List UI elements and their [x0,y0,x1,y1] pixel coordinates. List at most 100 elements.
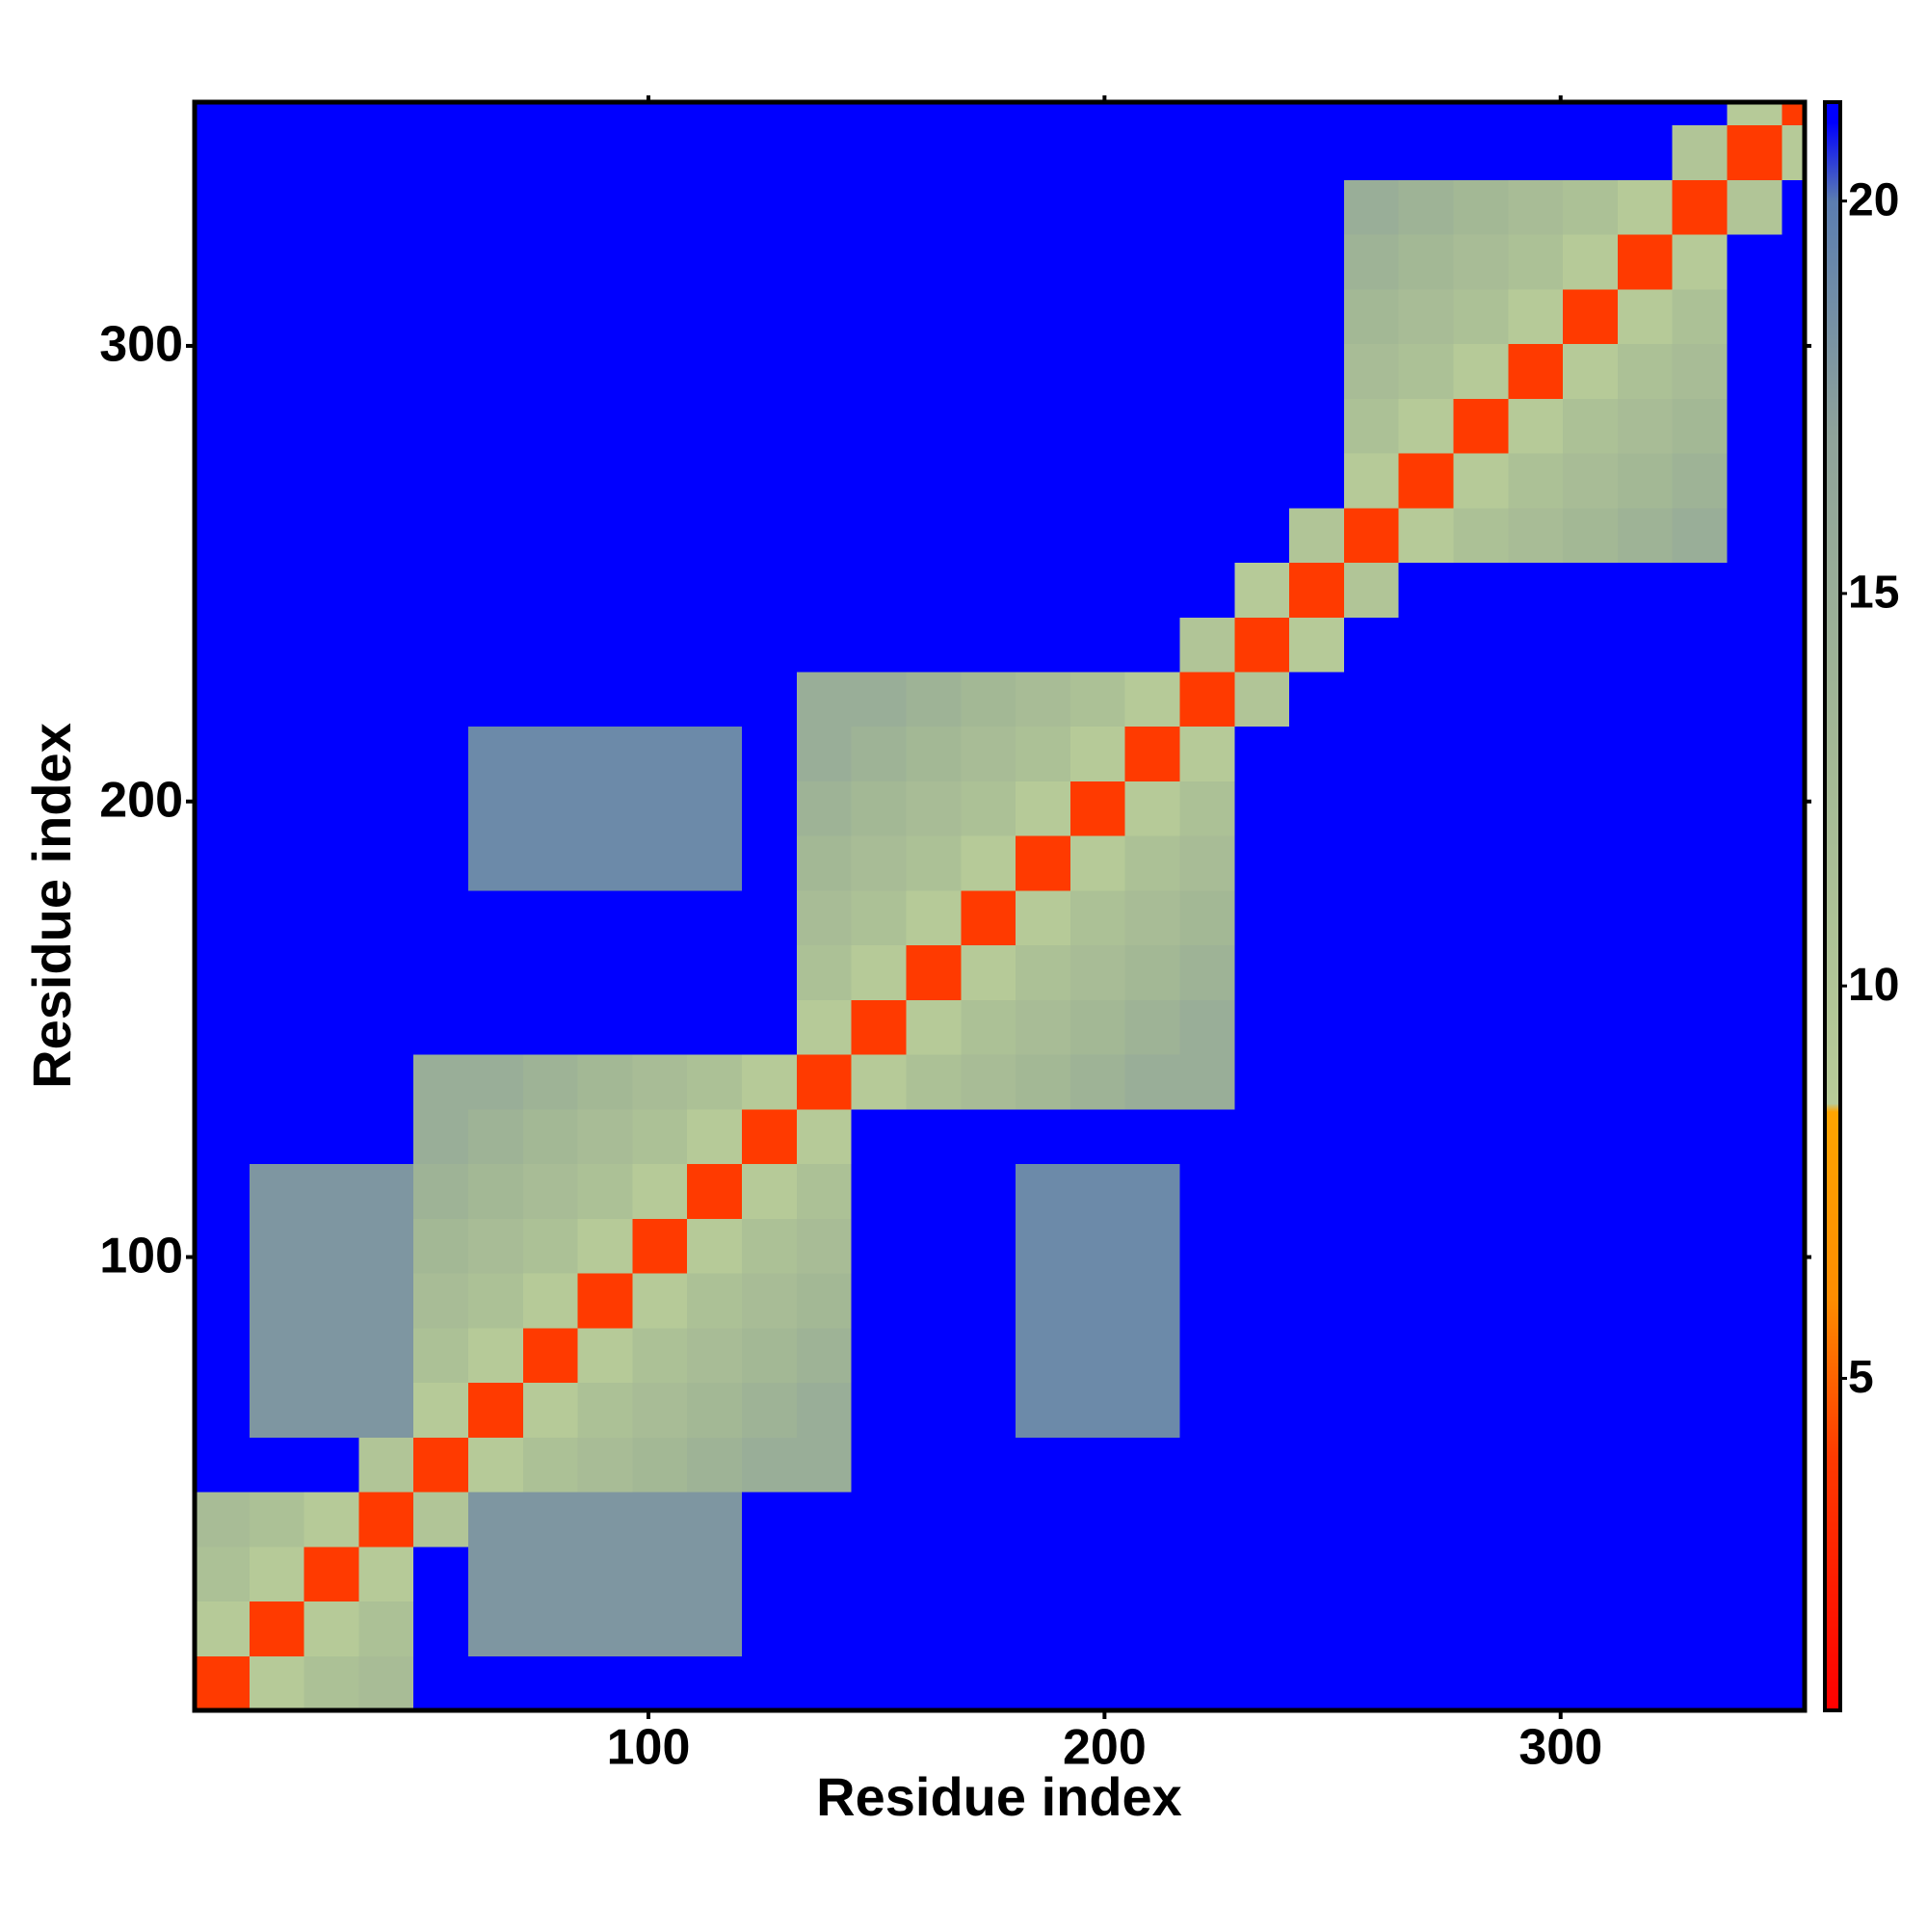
heatmap-cell [1398,999,1455,1055]
heatmap-cell [1398,343,1455,399]
heatmap-cell [906,617,962,673]
heatmap-cell [1563,999,1619,1055]
heatmap-cell [1343,1437,1400,1493]
heatmap-cell [1234,179,1290,235]
heatmap-cell [1343,617,1400,673]
heatmap-cell [358,889,414,946]
heatmap-cell [249,1108,305,1165]
heatmap-cell [304,1437,359,1493]
heatmap-cell [358,1108,414,1165]
heatmap-cell [906,1382,962,1438]
heatmap-cell [796,124,853,180]
heatmap-cell [1617,1437,1674,1493]
heatmap-cell [1124,1273,1180,1329]
heatmap-cell [796,889,853,946]
heatmap-cell [1398,617,1455,673]
heatmap-cell [522,1108,579,1165]
heatmap-cell [1124,453,1180,509]
heatmap-cell [742,1601,798,1656]
heatmap-cell [1069,343,1126,399]
heatmap-cell [1727,398,1782,454]
heatmap-cell [1617,781,1674,836]
heatmap-cell [1343,672,1400,728]
heatmap-cell [1179,1163,1235,1219]
heatmap-cell [304,102,359,126]
heatmap-cell [1343,102,1400,126]
heatmap-cell [577,672,633,728]
heatmap-cell [851,672,907,728]
heatmap-cell [468,1492,524,1548]
heatmap-cell [468,835,524,891]
heatmap-cell [961,234,1016,290]
heatmap-cell [1672,179,1729,235]
heatmap-cell [1398,1546,1455,1602]
heatmap-cell [742,507,798,564]
heatmap-cell [1563,1492,1619,1548]
heatmap-cell [195,507,251,564]
heatmap-cell [304,672,359,728]
heatmap-cell [413,1108,469,1165]
heatmap-cell [1782,999,1806,1055]
heatmap-cell [577,1108,633,1165]
heatmap-cell [1069,672,1126,728]
heatmap-cell [1617,398,1674,454]
heatmap-cell [413,889,469,946]
heatmap-cell [1289,617,1345,673]
heatmap-cell [1563,726,1619,781]
heatmap-cell [1179,889,1235,946]
heatmap-cell [796,1327,853,1384]
heatmap-cell [961,343,1016,399]
heatmap-cell [304,1327,359,1384]
x-tick-label: 200 [1063,1720,1147,1776]
heatmap-cell [522,781,579,836]
colorbar-segment [1825,1103,1840,1113]
heatmap-cell [632,234,688,290]
heatmap-cell [413,835,469,891]
heatmap-cell [1508,944,1564,1000]
heatmap-cell [1124,234,1180,290]
heatmap-cell [577,726,633,781]
heatmap-cell [1289,1382,1345,1438]
heatmap-cell [195,1546,251,1602]
heatmap-cell [1782,398,1806,454]
heatmap-cell [687,1437,743,1493]
heatmap-cell [1398,1218,1455,1274]
heatmap-cell [851,234,907,290]
heatmap-cell [1508,726,1564,781]
heatmap-cell [577,453,633,509]
heatmap-cell [195,124,251,180]
heatmap-cell [1453,398,1509,454]
heatmap-cell [796,288,853,345]
heatmap-cell [1069,288,1126,345]
heatmap-cell [1727,1546,1782,1602]
heatmap-cell [1453,1273,1509,1329]
heatmap-cell [1234,398,1290,454]
heatmap-cell [358,1273,414,1329]
heatmap-cell [413,562,469,618]
heatmap-cell [413,507,469,564]
heatmap-cell [577,179,633,235]
heatmap-cell [1617,1382,1674,1438]
heatmap-cell [522,672,579,728]
heatmap-cell [1398,124,1455,180]
heatmap-cell [742,288,798,345]
heatmap-cell [1672,999,1729,1055]
heatmap-cell [468,562,524,618]
heatmap-cell [249,999,305,1055]
heatmap-cell [1289,1546,1345,1602]
heatmap-cell [522,398,579,454]
heatmap-cell [468,102,524,126]
heatmap-cell [413,453,469,509]
heatmap-cell [1016,1163,1071,1219]
heatmap-cell [1508,1546,1564,1602]
heatmap-cell [358,288,414,345]
heatmap-cell [1289,1327,1345,1384]
heatmap-cell [195,1601,251,1656]
heatmap-cell [796,1655,853,1711]
heatmap-cell [1453,781,1509,836]
heatmap-cell [413,1382,469,1438]
heatmap-cell [742,781,798,836]
heatmap-cell [1179,562,1235,618]
heatmap-cell [1343,1163,1400,1219]
heatmap-cell [1124,617,1180,673]
